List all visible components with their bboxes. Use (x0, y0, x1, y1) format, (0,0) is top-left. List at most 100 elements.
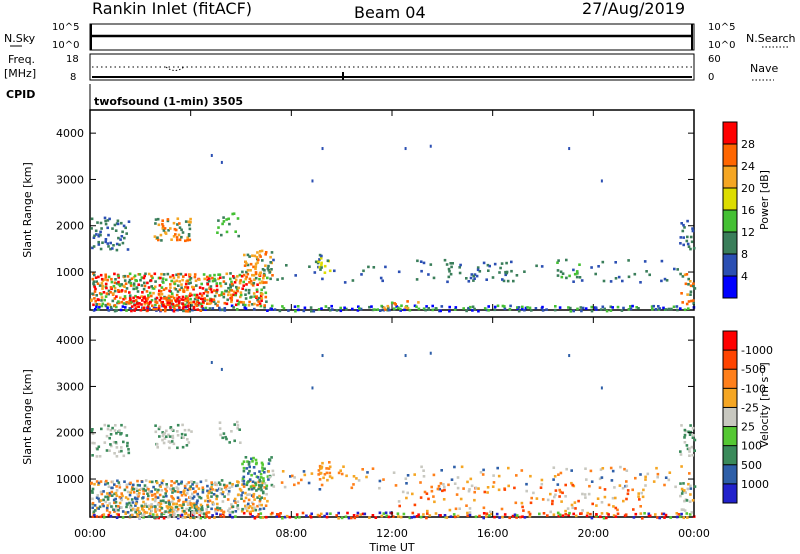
data-cell (97, 483, 100, 486)
data-cell (234, 515, 237, 518)
data-cell (149, 300, 152, 304)
data-cell (309, 306, 313, 309)
data-cell (683, 428, 687, 432)
data-cell (614, 515, 618, 518)
data-cell (323, 473, 327, 476)
data-cell (411, 511, 415, 515)
data-cell (217, 226, 220, 229)
data-cell (102, 498, 105, 502)
data-cell (188, 294, 192, 298)
data-cell (413, 473, 416, 476)
data-cell (252, 265, 255, 269)
data-cell (561, 491, 564, 495)
data-cell (318, 514, 322, 518)
data-cell (97, 507, 100, 510)
data-cell (478, 270, 482, 273)
data-cell (211, 307, 215, 310)
data-cell (399, 309, 402, 312)
data-cell (198, 278, 201, 281)
data-cell (176, 487, 180, 490)
data-cell (195, 511, 199, 515)
data-cell (501, 278, 504, 281)
data-cell (210, 483, 214, 486)
data-cell (425, 305, 428, 308)
data-cell (507, 466, 510, 470)
data-cell (101, 503, 104, 506)
data-cell (187, 233, 191, 236)
data-cell (247, 460, 251, 464)
data-cell (594, 272, 597, 276)
data-cell (109, 291, 112, 294)
data-cell (429, 144, 432, 148)
data-cell (574, 507, 577, 510)
data-cell (521, 515, 524, 518)
data-cell (259, 255, 262, 258)
data-cell (120, 449, 123, 453)
data-cell (259, 294, 263, 298)
data-cell (186, 238, 189, 242)
data-cell (169, 286, 172, 289)
data-cell (238, 300, 241, 304)
data-cell (94, 287, 97, 291)
data-cell (128, 493, 132, 497)
data-cell (141, 291, 144, 294)
data-cell (256, 496, 259, 499)
data-cell (193, 506, 197, 510)
data-cell (195, 501, 199, 504)
data-cell (143, 510, 147, 514)
data-cell (160, 272, 163, 276)
data-cell (212, 298, 216, 301)
data-cell (167, 499, 171, 503)
data-cell (242, 460, 246, 463)
data-cell (158, 289, 161, 293)
data-cell (259, 507, 262, 511)
data-cell (120, 432, 123, 435)
data-cell (417, 307, 421, 311)
data-cell (95, 233, 98, 236)
data-cell (213, 481, 217, 485)
data-cell (125, 485, 129, 489)
data-cell (186, 502, 190, 505)
data-cell (233, 439, 236, 443)
data-cell (283, 485, 287, 489)
data-cell (258, 478, 261, 482)
data-cell (448, 309, 451, 313)
data-cell (521, 505, 524, 509)
data-cell (179, 514, 182, 518)
data-cell (411, 492, 414, 496)
data-cell (236, 424, 240, 427)
data-cell (683, 509, 687, 512)
data-cell (214, 509, 217, 513)
data-cell (97, 234, 101, 238)
data-cell (688, 513, 692, 516)
data-cell (553, 495, 556, 499)
data-cell (658, 307, 662, 310)
colorbar-tick-label: 25 (741, 421, 755, 434)
data-cell (687, 283, 690, 286)
data-cell (205, 511, 209, 514)
data-cell (138, 516, 142, 519)
data-cell (310, 309, 313, 313)
data-cell (226, 509, 230, 512)
data-cell (158, 304, 161, 308)
data-cell (166, 219, 170, 223)
data-cell (686, 235, 689, 239)
data-cell (187, 441, 191, 444)
data-cell (164, 232, 168, 235)
data-cell (178, 226, 182, 229)
data-cell (454, 507, 458, 511)
data-cell (242, 303, 245, 306)
data-cell (429, 351, 432, 355)
data-cell (599, 468, 603, 471)
data-cell (225, 437, 228, 441)
data-cell (262, 477, 265, 480)
data-cell (208, 499, 212, 503)
data-cell (219, 492, 223, 495)
data-cell (115, 309, 118, 312)
data-cell (431, 304, 434, 308)
data-cell (132, 299, 135, 303)
velocity-colorbar-label: Velocity [m s⁻¹] (758, 362, 771, 447)
data-cell (331, 308, 334, 311)
data-cell (137, 283, 140, 286)
data-cell (100, 296, 104, 299)
